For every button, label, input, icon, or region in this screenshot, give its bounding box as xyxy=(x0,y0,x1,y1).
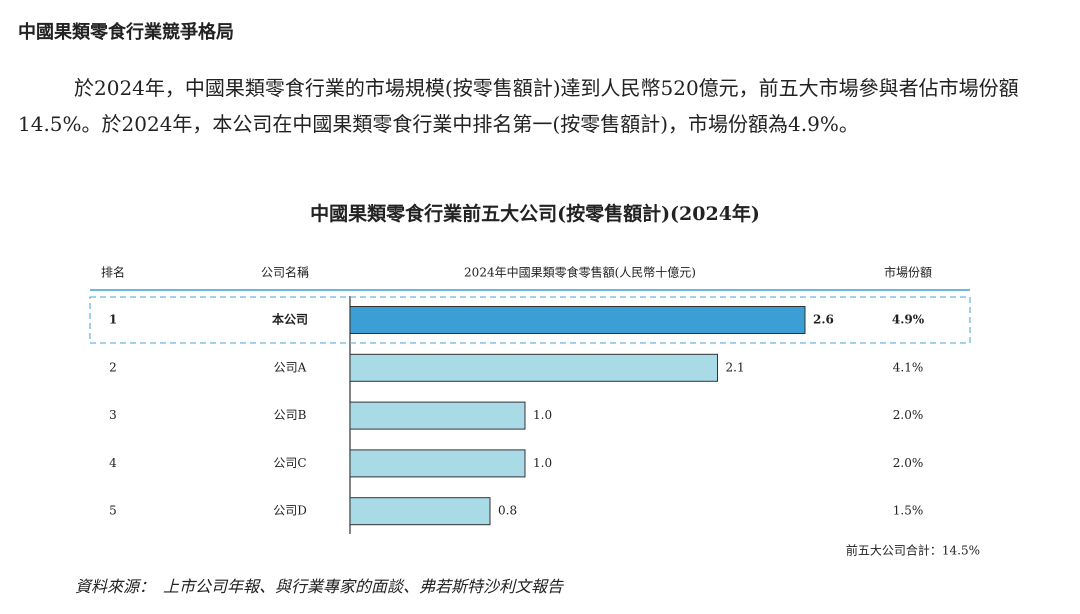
bar xyxy=(349,353,718,382)
column-header: 排名 xyxy=(101,265,125,280)
heading: 中國果類零食行業競爭格局 xyxy=(18,22,234,43)
column-header: 市場份額 xyxy=(884,265,932,280)
value-label: 0.8 xyxy=(498,504,517,518)
value-label: 2.1 xyxy=(726,360,745,374)
company: 公司D xyxy=(273,504,307,518)
chart: 中國果類零食行業前五大公司(按零售額計)(2024年) 排名 公司名稱 2024年中… xyxy=(89,202,980,558)
bar xyxy=(349,449,526,478)
company: 公司B xyxy=(274,408,307,422)
rank: 2 xyxy=(109,360,117,374)
column-header: 2024年中國果類零食零售額(人民幣十億元) xyxy=(464,265,696,280)
column-header: 公司名稱 xyxy=(261,265,309,280)
market-share: 2.0% xyxy=(893,408,924,422)
market-share: 4.1% xyxy=(893,360,924,374)
bar xyxy=(349,497,491,526)
highlight-box xyxy=(89,296,971,344)
market-share: 1.5% xyxy=(893,504,924,518)
rank: 5 xyxy=(109,504,117,518)
rank: 4 xyxy=(109,456,117,470)
value-label: 2.6 xyxy=(813,313,834,327)
company: 公司C xyxy=(273,456,306,470)
company: 本公司 xyxy=(272,312,308,327)
paragraph: 於2024年，中國果類零食行業的市場規模(按零售額計)達到人民幣520億元，前五… xyxy=(18,76,1019,136)
chart-title: 中國果類零食行業前五大公司(按零售額計)(2024年) xyxy=(310,202,760,225)
value-label: 1.0 xyxy=(533,456,552,470)
rank: 1 xyxy=(109,313,117,327)
value-label: 1.0 xyxy=(533,408,552,422)
bar xyxy=(349,306,806,334)
source: 資料來源： 上市公司年報、與行業專家的面談、弗若斯特沙利文報告 xyxy=(75,577,564,596)
bar xyxy=(349,401,526,430)
company: 公司A xyxy=(274,360,307,374)
total-note: 前五大公司合計：14.5% xyxy=(846,543,980,558)
market-share: 2.0% xyxy=(893,456,924,470)
rank: 3 xyxy=(109,408,117,422)
market-share: 4.9% xyxy=(892,313,925,327)
